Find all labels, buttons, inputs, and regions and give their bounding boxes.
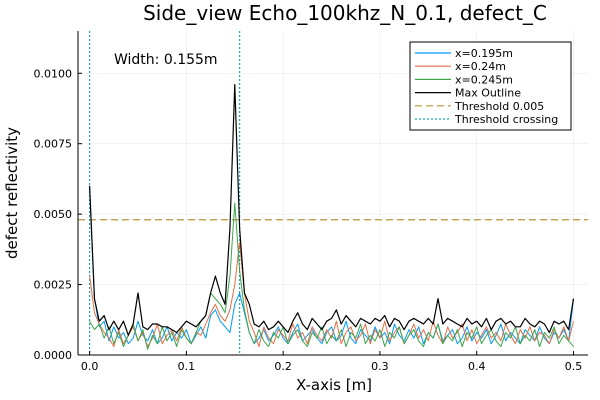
x-tick-label: 0.4 xyxy=(468,360,486,373)
y-tick-label: 0.0050 xyxy=(34,208,73,221)
y-tick-label: 0.0075 xyxy=(34,138,73,151)
y-axis-title: defect reflectivity xyxy=(3,127,21,259)
x-tick-label: 0.0 xyxy=(81,360,99,373)
legend-label: x=0.24m xyxy=(455,60,506,73)
x-tick-label: 0.3 xyxy=(371,360,389,373)
legend-label: x=0.195m xyxy=(455,47,513,60)
legend-label: x=0.245m xyxy=(455,73,513,86)
series-line-2 xyxy=(89,202,574,350)
chart-title: Side_view Echo_100khz_N_0.1, defect_C xyxy=(143,1,547,25)
legend-label: Max Outline xyxy=(455,87,521,100)
y-tick-label: 0.0025 xyxy=(34,279,73,292)
x-axis-title: X-axis [m] xyxy=(296,376,372,394)
y-tick-label: 0.0000 xyxy=(34,349,73,362)
series-layer xyxy=(89,83,575,350)
legend-label: Threshold 0.005 xyxy=(454,100,544,113)
axes: 0.0 0.1 0.2 0.3 0.4 0.5 0.0000 0.0025 0.0050 0.00… xyxy=(34,31,588,373)
y-tick-label: 0.0100 xyxy=(34,67,73,80)
x-tick-label: 0.5 xyxy=(565,360,583,373)
width-annotation: Width: 0.155m xyxy=(114,52,218,68)
x-tick-label: 0.2 xyxy=(274,360,292,373)
legend-label: Threshold crossing xyxy=(454,113,558,126)
legend-box xyxy=(409,41,572,131)
series-line-0 xyxy=(89,185,574,345)
series-line-1 xyxy=(89,241,574,348)
series-line-3 xyxy=(89,83,575,336)
x-tick-label: 0.1 xyxy=(178,360,196,373)
